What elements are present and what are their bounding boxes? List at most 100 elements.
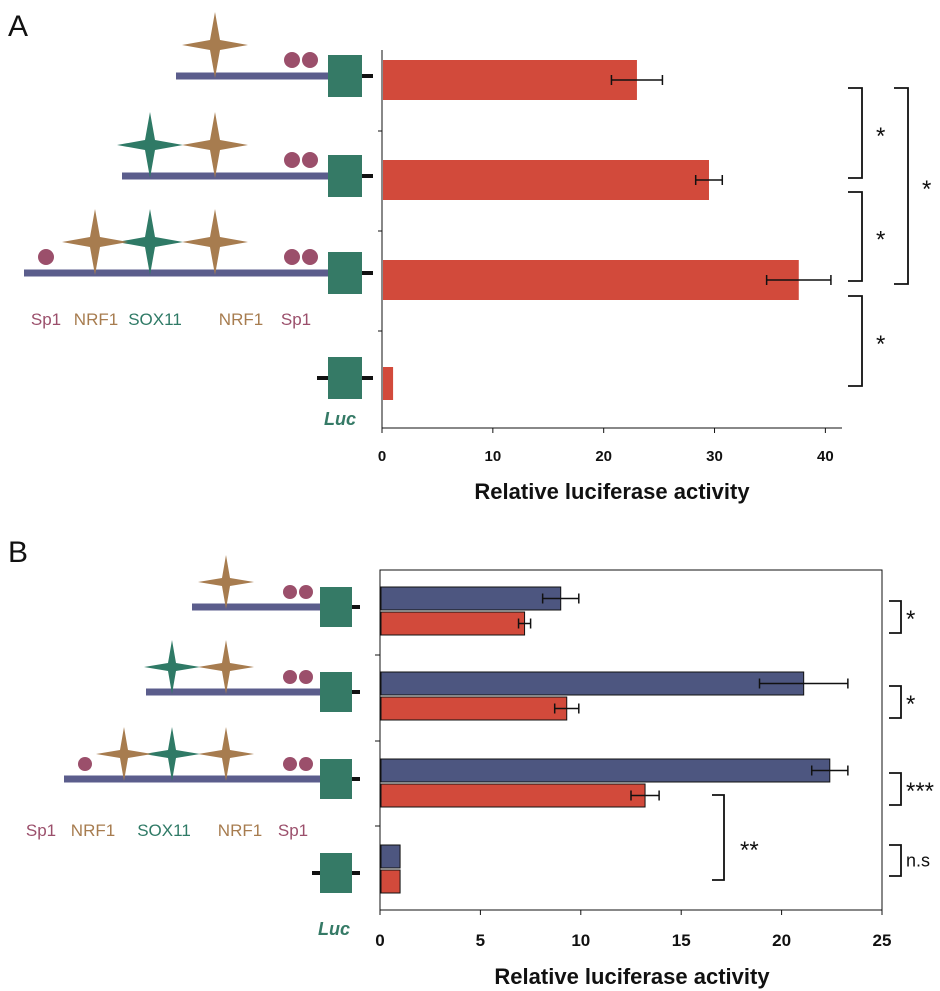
- panel-b-x-tick-label: 15: [672, 931, 691, 950]
- panel-a-luc-label: Luc: [324, 409, 356, 429]
- panel-b-x-tick-label: 10: [571, 931, 590, 950]
- panel-a-letter: A: [8, 10, 28, 43]
- panel-b-significance-label: **: [740, 837, 759, 864]
- panel-b-construct-1-promoter-line: [192, 603, 320, 611]
- panel-b-significance-bracket: [889, 772, 902, 806]
- panel-a-x-tick-label: 0: [378, 448, 386, 465]
- panel-a-construct-3-nrf1-site-icon: [182, 209, 248, 275]
- panel-b-significance-bracket: [889, 844, 902, 877]
- panel-a-tf-label: NRF1: [74, 310, 118, 329]
- panel-b-construct-1-sp1-site-icon: [299, 585, 313, 599]
- panel-b-bar-series-1: [380, 586, 562, 611]
- panel-b-construct-1-nrf1-site-icon: [198, 555, 254, 609]
- panel-b-construct-3-sox11-site-icon: [144, 727, 200, 781]
- panel-b-significance-label: n.s: [906, 851, 930, 871]
- panel-a-construct-3-promoter-line: [24, 269, 328, 277]
- panel-a-x-tick-label: 10: [484, 448, 501, 465]
- panel-a-significance-bracket: [894, 87, 909, 285]
- panel-b-significance-bracket: [712, 794, 725, 881]
- panel-a-construct-2-sox11-site-icon: [117, 112, 183, 178]
- panel-a-significance-label: *: [922, 176, 931, 203]
- panel-b-bar-series-1: [380, 844, 401, 869]
- panel-a-significance-bracket: [848, 87, 863, 179]
- panel-b-construct-1-sp1-site-icon: [283, 585, 297, 599]
- panel-b-construct-3-promoter-line: [64, 775, 320, 783]
- panel-a-significance-label: *: [876, 331, 885, 358]
- panel-a-significance-label: *: [876, 227, 885, 254]
- panel-b-construct-3-sp1-site-icon: [78, 757, 92, 771]
- panel-b-significance-label: *: [906, 606, 915, 633]
- panel-a-construct-2-sp1-site-icon: [302, 152, 318, 168]
- panel-a-construct-3-sp1-site-icon: [284, 249, 300, 265]
- panel-b-construct-2-luc-box-icon: [320, 672, 352, 712]
- panel-b-x-tick-label: 5: [476, 931, 485, 950]
- panel-b-tf-label: Sp1: [278, 821, 308, 840]
- panel-b-construct-3-sp1-site-icon: [283, 757, 297, 771]
- panel-b-construct-1-luc-box-icon: [320, 587, 352, 627]
- panel-b-tf-label: NRF1: [71, 821, 115, 840]
- panel-a-constructs: Sp1 NRF1 SOX11 NRF1 Sp1 Luc: [24, 12, 373, 429]
- panel-b-construct-2-nrf1-site-icon: [198, 640, 254, 694]
- panel-b-tf-label: SOX11: [137, 821, 191, 840]
- panel-a-construct-3-nrf1-site-icon: [62, 209, 128, 275]
- panel-b-construct-2-sp1-site-icon: [299, 670, 313, 684]
- panel-a-construct-2-luc-box-icon: [328, 155, 362, 197]
- panel-a-construct-1-sp1-site-icon: [302, 52, 318, 68]
- panel-b-constructs: Sp1 NRF1 SOX11 NRF1 Sp1 Luc: [26, 555, 360, 939]
- panel-a-tf-label: Sp1: [31, 310, 61, 329]
- panel-b-bar-series-1: [380, 758, 831, 783]
- panel-a-significance-label: *: [876, 123, 885, 150]
- panel-b-x-tick-label: 20: [772, 931, 791, 950]
- panel-b-construct-2-sox11-site-icon: [144, 640, 200, 694]
- panel-b-bar-series-2: [380, 783, 646, 808]
- panel-b-x-tick-label: 0: [375, 931, 384, 950]
- panel-b-construct-2-promoter-line: [146, 688, 320, 696]
- panel-a-construct-3-sp1-site-icon: [38, 249, 54, 265]
- panel-a-construct-3-luc-box-icon: [328, 252, 362, 294]
- panel-b-construct-3-nrf1-site-icon: [198, 727, 254, 781]
- panel-b-significance-bracket: [889, 685, 902, 719]
- panel-b-x-axis-label: Relative luciferase activity: [494, 964, 770, 989]
- panel-a-construct-1-luc-box-icon: [328, 55, 362, 97]
- panel-a-x-tick-label: 40: [817, 448, 834, 465]
- panel-b-bar-series-1: [380, 671, 805, 696]
- panel-a-construct-2-nrf1-site-icon: [182, 112, 248, 178]
- panel-a-bar: [383, 60, 637, 100]
- panel-b-construct-4-luc-box-icon: [320, 853, 352, 893]
- panel-b-construct-3-sp1-site-icon: [299, 757, 313, 771]
- panel-a-x-tick-label: 30: [706, 448, 723, 465]
- panel-b-significance-label: *: [906, 691, 915, 718]
- panel-b-tf-label: Sp1: [26, 821, 56, 840]
- panel-a-tf-label: SOX11: [128, 310, 182, 329]
- panel-a-bar: [383, 367, 394, 400]
- panel-a-construct-3-sox11-site-icon: [117, 209, 183, 275]
- panel-a-construct-1-nrf1-site-icon: [182, 12, 248, 78]
- panel-a-tf-label: NRF1: [219, 310, 263, 329]
- panel-a-construct-1-sp1-site-icon: [284, 52, 300, 68]
- panel-a-significance-bracket: [848, 295, 863, 387]
- panel-a-construct-3-sp1-site-icon: [302, 249, 318, 265]
- panel-a-bar: [383, 260, 799, 300]
- panel-b-letter: B: [8, 536, 28, 569]
- panel-b-significance-bracket: [889, 600, 902, 634]
- panel-b-x-tick-label: 25: [873, 931, 892, 950]
- panel-a-construct-1-promoter-line: [176, 72, 328, 80]
- panel-b-significance-label: ***: [906, 778, 934, 805]
- panel-a-chart: 0 10 20 30 40 * * * *: [378, 50, 931, 465]
- panel-a-x-tick-label: 20: [595, 448, 612, 465]
- panel-b-luc-label: Luc: [318, 919, 350, 939]
- panel-b-construct-3-luc-box-icon: [320, 759, 352, 799]
- panel-b-bar-series-2: [380, 869, 401, 894]
- panel-a-bar: [383, 160, 709, 200]
- panel-a-construct-2-sp1-site-icon: [284, 152, 300, 168]
- panel-b-plot-frame: [379, 569, 883, 911]
- panel-a-construct-2-promoter-line: [122, 172, 328, 180]
- panel-b-bar-series-2: [380, 611, 526, 636]
- panel-a-tf-label: Sp1: [281, 310, 311, 329]
- panel-a-significance-bracket: [848, 191, 863, 282]
- panel-b-construct-3-nrf1-site-icon: [96, 727, 152, 781]
- panel-a-x-axis-label: Relative luciferase activity: [474, 479, 750, 504]
- panel-b-tf-label: NRF1: [218, 821, 262, 840]
- panel-b-construct-2-sp1-site-icon: [283, 670, 297, 684]
